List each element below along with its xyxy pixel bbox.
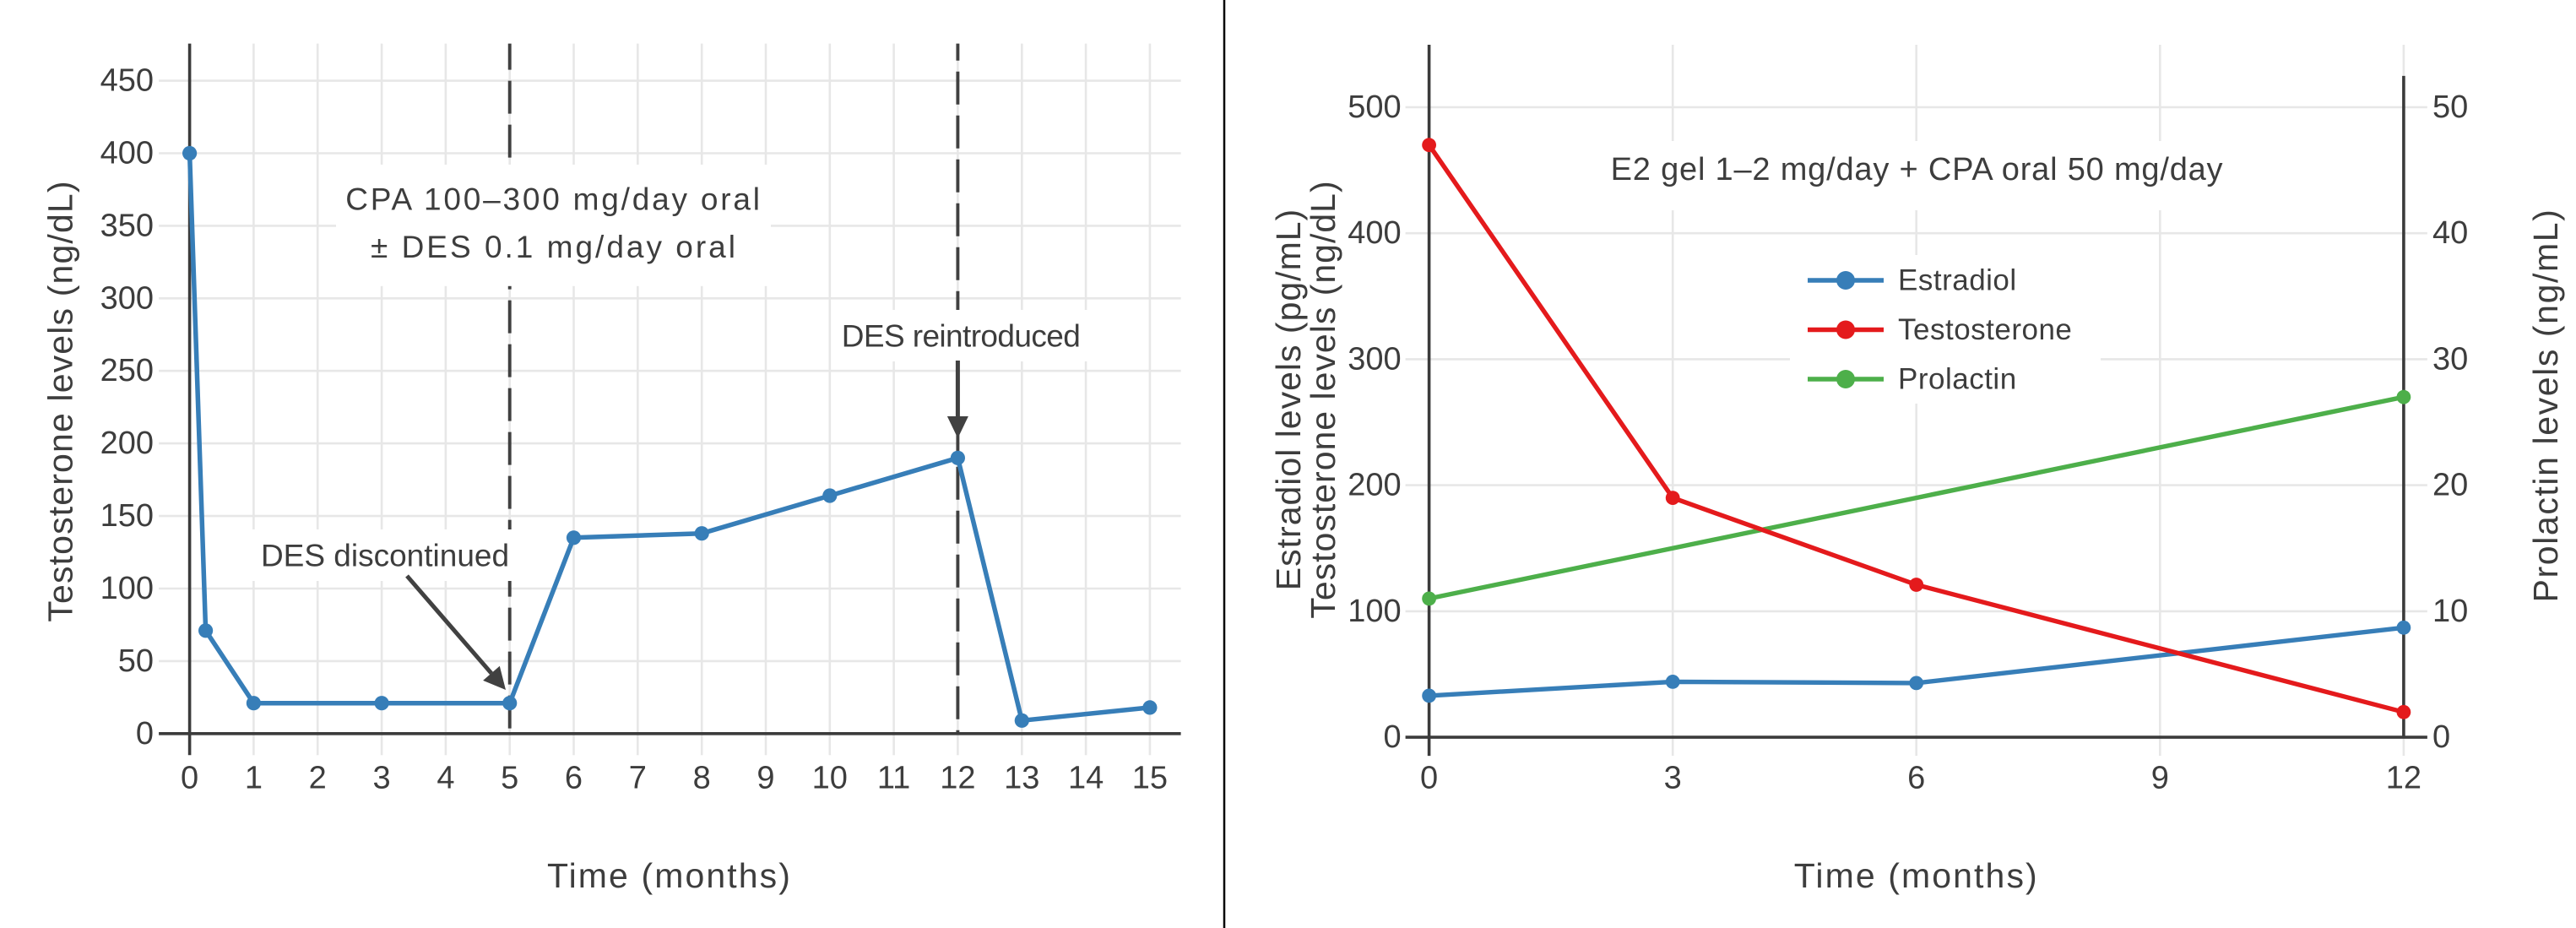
svg-text:350: 350 — [100, 208, 154, 243]
svg-text:40: 40 — [2432, 215, 2468, 251]
svg-text:200: 200 — [1348, 468, 1401, 503]
svg-text:6: 6 — [565, 761, 583, 796]
svg-text:10: 10 — [812, 761, 848, 796]
svg-text:0: 0 — [181, 761, 198, 796]
svg-text:12: 12 — [940, 761, 975, 796]
svg-text:300: 300 — [100, 280, 154, 316]
svg-text:Estradiol: Estradiol — [1898, 264, 2017, 297]
svg-text:8: 8 — [693, 761, 711, 796]
svg-text:100: 100 — [100, 571, 154, 606]
svg-text:50: 50 — [2432, 90, 2468, 125]
svg-text:Testosterone levels (ng/dL): Testosterone levels (ng/dL) — [41, 180, 80, 621]
svg-text:Prolactin: Prolactin — [1898, 363, 2017, 396]
svg-text:Time (months): Time (months) — [1794, 856, 2039, 895]
svg-text:14: 14 — [1068, 761, 1104, 796]
svg-text:3: 3 — [1664, 761, 1682, 796]
svg-text:9: 9 — [2151, 761, 2169, 796]
svg-text:200: 200 — [100, 426, 154, 461]
svg-text:13: 13 — [1004, 761, 1039, 796]
svg-text:4: 4 — [437, 761, 454, 796]
svg-text:DES discontinued: DES discontinued — [261, 539, 509, 573]
svg-text:20: 20 — [2432, 468, 2468, 503]
svg-text:± DES 0.1 mg/day oral: ± DES 0.1 mg/day oral — [371, 230, 738, 264]
svg-text:400: 400 — [1348, 215, 1401, 251]
svg-text:5: 5 — [501, 761, 518, 796]
svg-text:E2 gel 1–2 mg/day + CPA oral 5: E2 gel 1–2 mg/day + CPA oral 50 mg/day — [1611, 152, 2224, 187]
svg-text:9: 9 — [757, 761, 774, 796]
svg-text:11: 11 — [877, 761, 910, 796]
svg-text:Prolactin levels (ng/mL): Prolactin levels (ng/mL) — [2526, 209, 2565, 603]
svg-text:Estradiol levels (pg/mL): Estradiol levels (pg/mL) — [1269, 209, 1308, 590]
svg-text:3: 3 — [373, 761, 391, 796]
svg-text:10: 10 — [2432, 594, 2468, 629]
svg-text:30: 30 — [2432, 341, 2468, 377]
svg-text:0: 0 — [2432, 719, 2450, 755]
svg-text:450: 450 — [100, 63, 154, 99]
svg-text:500: 500 — [1348, 90, 1401, 125]
svg-text:300: 300 — [1348, 341, 1401, 377]
svg-text:12: 12 — [2386, 761, 2421, 796]
svg-text:Testosterone: Testosterone — [1898, 313, 2072, 346]
svg-text:0: 0 — [1420, 761, 1438, 796]
svg-text:CPA 100–300 mg/day oral: CPA 100–300 mg/day oral — [345, 182, 762, 217]
svg-text:2: 2 — [309, 761, 327, 796]
svg-text:0: 0 — [136, 716, 154, 752]
svg-text:400: 400 — [100, 136, 154, 171]
svg-text:1: 1 — [245, 761, 263, 796]
svg-text:150: 150 — [100, 498, 154, 534]
svg-text:7: 7 — [629, 761, 647, 796]
svg-text:0: 0 — [1383, 719, 1401, 755]
svg-text:100: 100 — [1348, 594, 1401, 629]
svg-text:15: 15 — [1132, 761, 1168, 796]
svg-text:Time (months): Time (months) — [547, 856, 792, 895]
svg-text:DES reintroduced: DES reintroduced — [842, 319, 1080, 354]
svg-text:250: 250 — [100, 353, 154, 388]
svg-text:6: 6 — [1907, 761, 1925, 796]
svg-text:50: 50 — [118, 643, 154, 679]
svg-text:Testosterone levels (ng/dL): Testosterone levels (ng/dL) — [1304, 180, 1342, 618]
